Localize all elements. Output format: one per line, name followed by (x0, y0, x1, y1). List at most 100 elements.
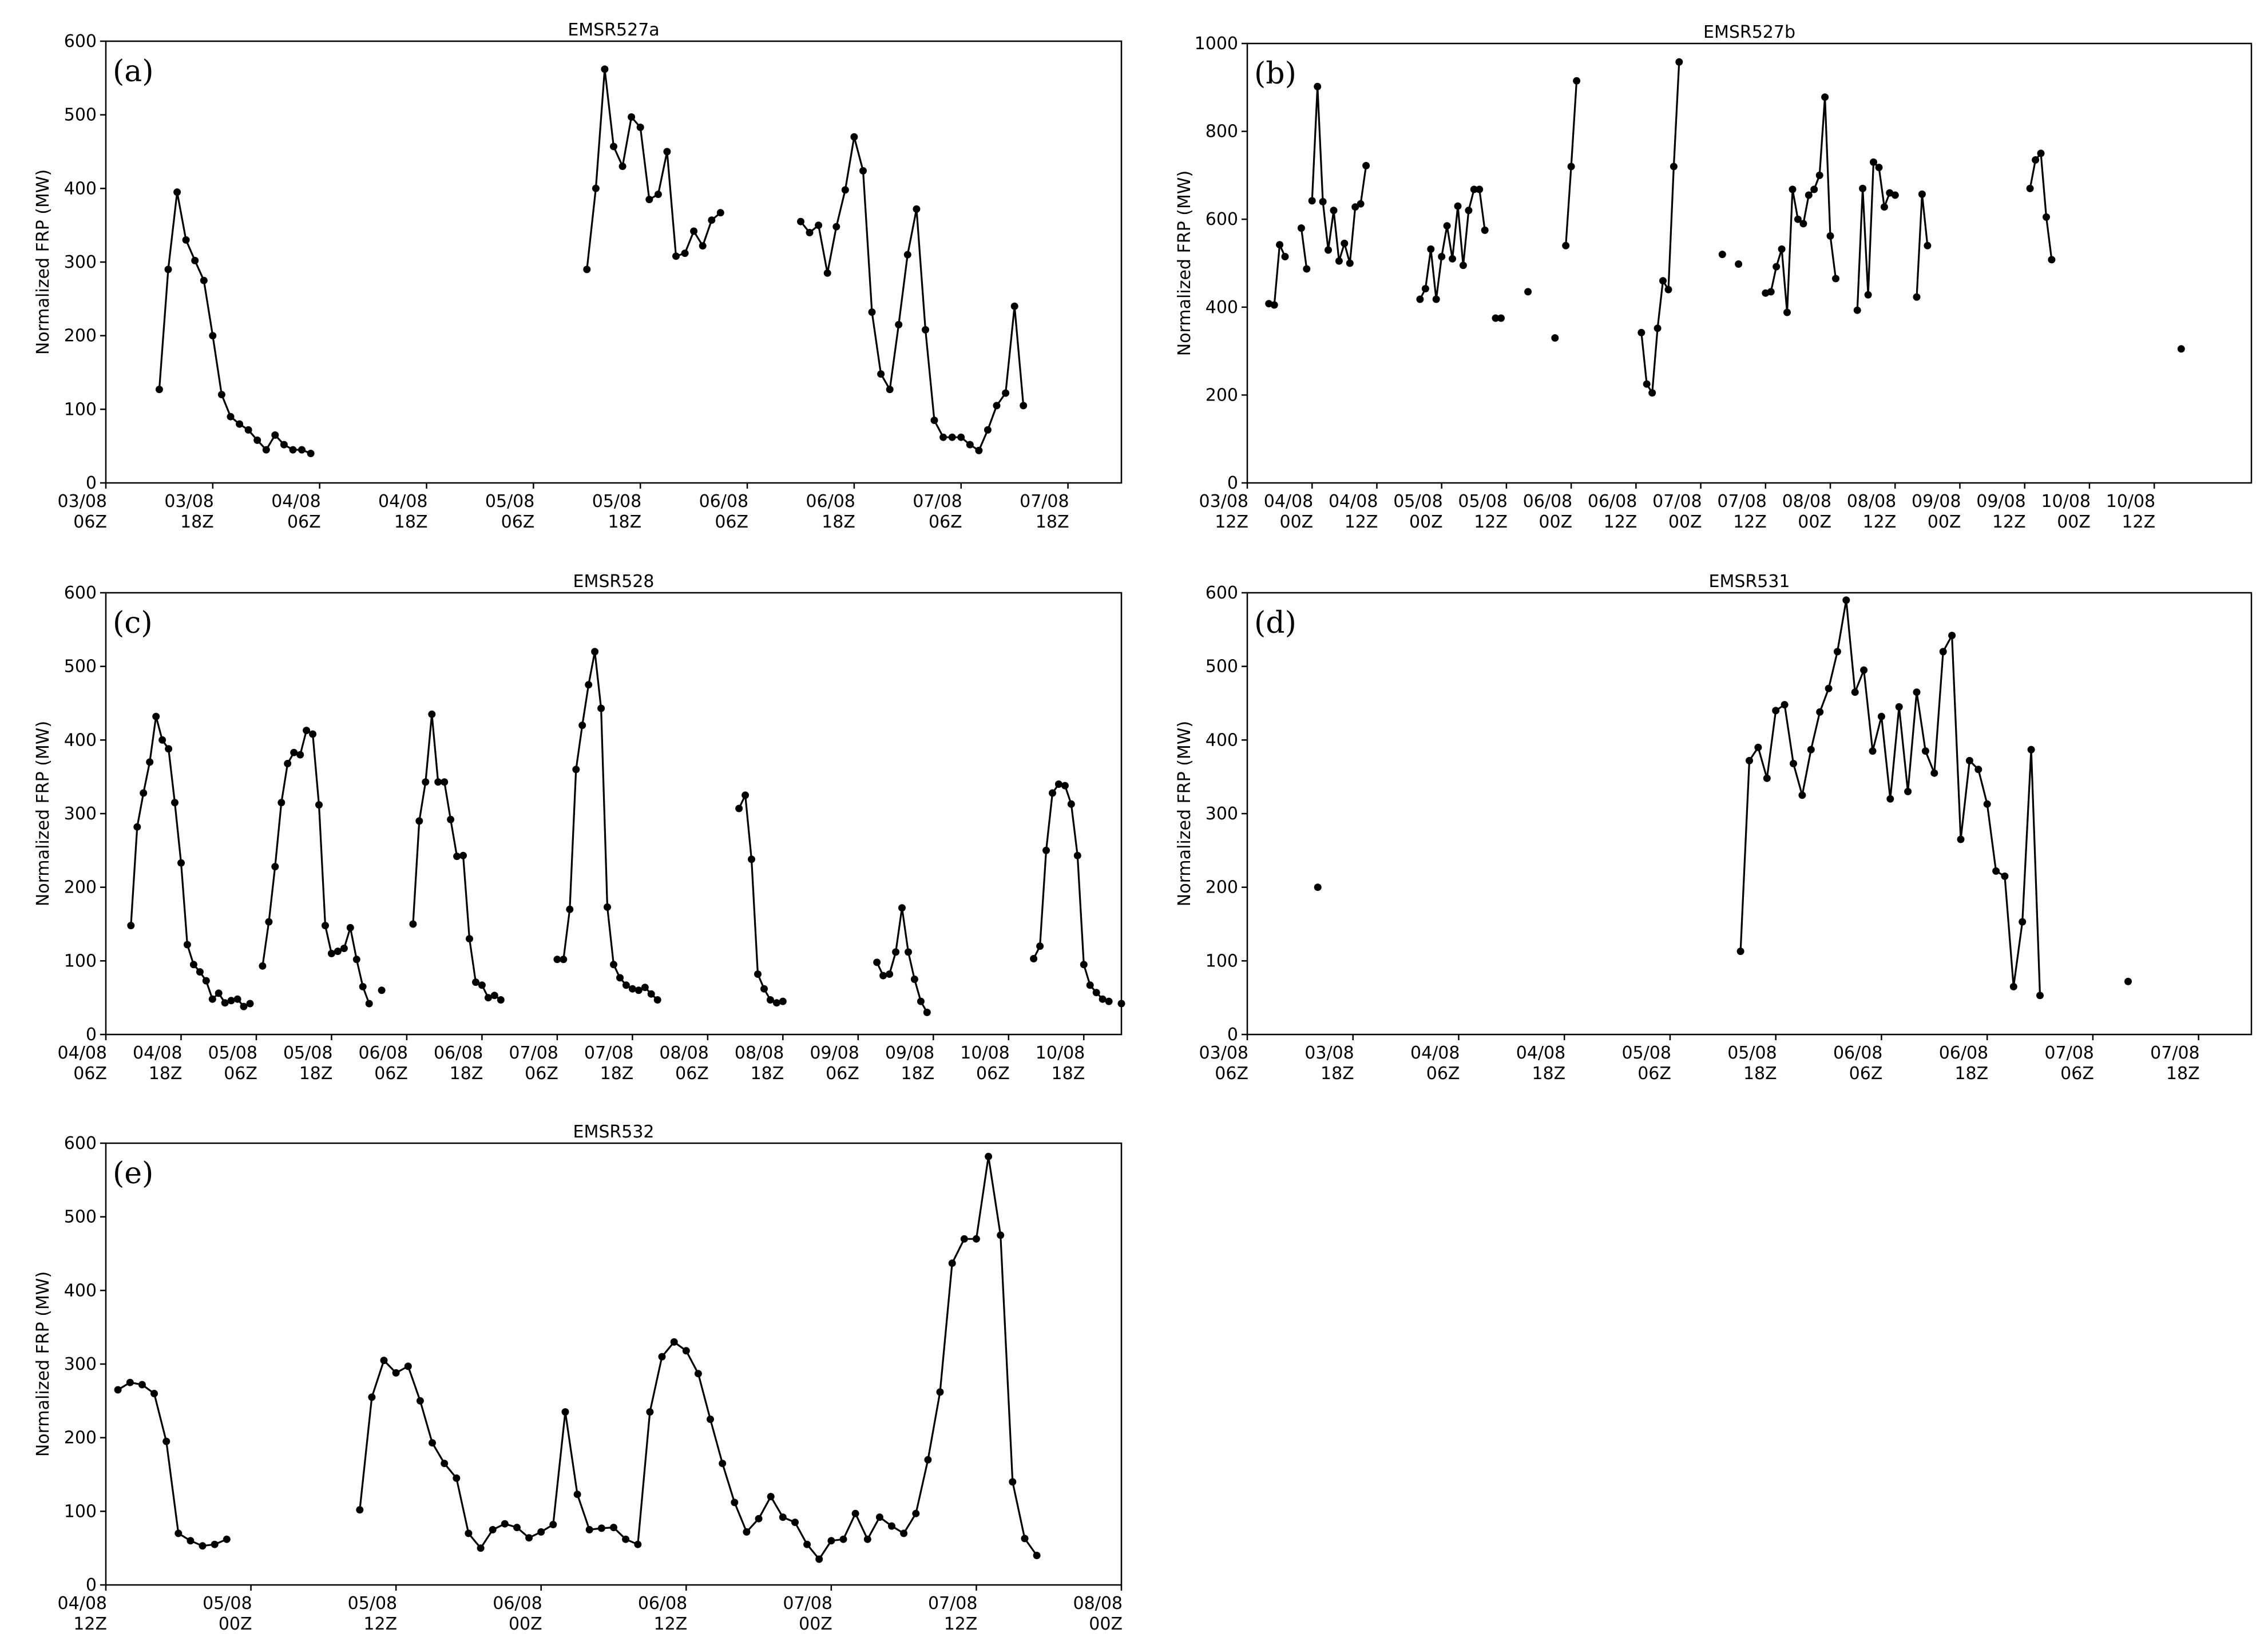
data-point (208, 995, 216, 1003)
data-point (1924, 241, 1932, 249)
x-tick-hour: 12Z (1345, 512, 1378, 532)
x-tick-date: 06/08 (1939, 1043, 1988, 1063)
x-tick-hour: 00Z (2057, 512, 2091, 532)
y-tick-label: 0 (86, 1575, 97, 1595)
chart-title: EMSR527a (568, 20, 659, 40)
data-point (284, 760, 292, 767)
data-point (1648, 389, 1656, 397)
data-point (1314, 82, 1322, 90)
x-tick-label: 09/08 12Z (1976, 491, 2025, 532)
data-point (636, 124, 644, 131)
data-point (597, 704, 605, 712)
x-tick-date: 07/08 (1652, 491, 1702, 512)
y-tick-label: 500 (64, 105, 97, 125)
data-point (459, 851, 467, 859)
data-point (1826, 232, 1834, 240)
x-tick-date: 04/08 (378, 491, 427, 512)
x-tick-label: 07/08 06Z (913, 491, 962, 532)
data-point (340, 945, 348, 952)
data-point (1860, 666, 1868, 674)
data-point (1335, 257, 1343, 265)
data-point (2037, 149, 2045, 157)
x-tick-date: 07/08 (584, 1043, 633, 1063)
data-point (585, 681, 593, 689)
x-tick-hour: 18Z (180, 512, 214, 532)
x-tick-label: 10/08 06Z (960, 1043, 1009, 1084)
data-point (1459, 261, 1467, 269)
data-point (850, 133, 858, 141)
data-point (2027, 746, 2035, 754)
data-point (1036, 942, 1044, 950)
data-point (917, 997, 925, 1005)
data-point (1443, 222, 1451, 230)
data-point (972, 1235, 980, 1243)
data-point (797, 217, 804, 225)
panel-label: (a) (113, 54, 154, 89)
y-tick-label: 100 (64, 399, 97, 419)
y-tick-label: 300 (64, 252, 97, 272)
x-tick-label: 05/08 12Z (1458, 491, 1507, 532)
x-tick-label: 09/08 18Z (885, 1043, 934, 1084)
data-point (217, 391, 225, 399)
x-tick-date: 03/08 (1199, 491, 1248, 512)
x-tick-date: 06/08 (358, 1043, 407, 1063)
series-line-segment (117, 1381, 227, 1547)
data-point (1416, 295, 1424, 303)
data-point (227, 413, 235, 421)
data-point (378, 986, 386, 994)
data-point (716, 209, 724, 217)
data-point (561, 1408, 569, 1416)
data-point (892, 948, 900, 956)
data-point (610, 142, 617, 150)
data-point (1117, 1000, 1125, 1008)
data-point (1454, 202, 1462, 210)
data-point (923, 1008, 931, 1016)
x-tick-label: 09/08 00Z (1912, 491, 1961, 532)
plot-frame (105, 40, 1123, 484)
data-point (1092, 989, 1100, 997)
data-point (1851, 688, 1859, 696)
data-point (560, 956, 568, 964)
data-point (441, 778, 449, 786)
data-point (873, 958, 881, 966)
series-line-segment (1311, 85, 1367, 264)
data-point (434, 778, 442, 786)
data-point (309, 730, 317, 738)
data-point (888, 1522, 895, 1530)
data-point (127, 922, 135, 930)
x-tick-date: 07/08 (2150, 1043, 2199, 1063)
data-point (851, 1509, 859, 1517)
x-tick-label: 10/08 18Z (1036, 1043, 1085, 1084)
x-tick-hour: 06Z (715, 512, 748, 532)
data-point (1524, 288, 1532, 296)
data-point (1895, 703, 1903, 711)
x-tick-hour: 12Z (1604, 512, 1637, 532)
data-point (754, 970, 762, 978)
x-tick-date: 07/08 (913, 491, 962, 512)
data-point (879, 972, 887, 980)
y-axis-label: Normalized FRP (MW) (33, 169, 53, 355)
chart-panel-2: EMSR528 (c) 0 100 200 300 400 500 600 Normalized … (33, 572, 1125, 1084)
x-tick-date: 04/08 (58, 1043, 107, 1063)
data-point (585, 1526, 593, 1533)
data-point (280, 441, 288, 449)
x-tick-label: 06/08 18Z (1939, 1043, 1988, 1084)
data-point (622, 1535, 630, 1543)
data-point (262, 446, 270, 454)
data-point (126, 1378, 134, 1386)
data-point (346, 923, 354, 931)
data-point (779, 1513, 787, 1521)
series-line-segment (1033, 783, 1109, 1002)
data-point (202, 977, 210, 985)
y-tick-label: 500 (64, 1207, 97, 1227)
data-point (592, 184, 600, 192)
x-tick-date: 04/08 (133, 1043, 182, 1063)
data-point (289, 446, 297, 454)
data-point (646, 1408, 654, 1416)
x-tick-date: 06/08 (1833, 1043, 1882, 1063)
x-tick-label: 08/08 12Z (1847, 491, 1896, 532)
data-point (806, 229, 814, 236)
x-tick-label: 05/08 00Z (1393, 491, 1442, 532)
data-point (1314, 883, 1322, 891)
data-point (447, 815, 455, 823)
